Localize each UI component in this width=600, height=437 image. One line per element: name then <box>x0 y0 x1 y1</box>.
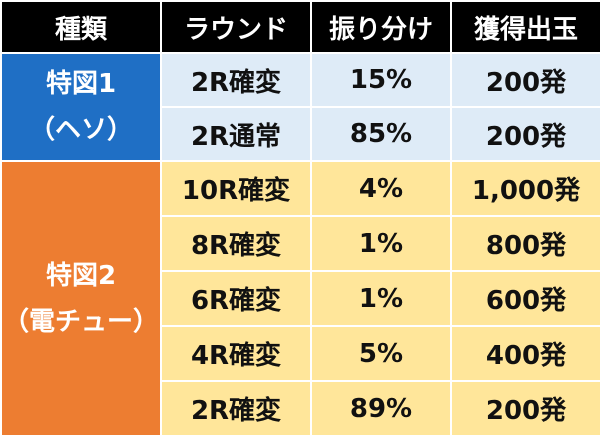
header-type: 種類 <box>0 0 162 54</box>
round-cell: 6R確変 <box>160 270 312 327</box>
distribution-cell: 15% <box>310 52 452 108</box>
header-payout: 獲得出玉 <box>450 0 600 54</box>
distribution-cell: 85% <box>310 106 452 162</box>
category-sublabel: （ヘソ） <box>28 115 133 145</box>
table-row: 特図1 （ヘソ） 2R確変 15% 200発 <box>0 52 600 162</box>
payout-cell: 200発 <box>450 380 600 437</box>
category-tokuzu2: 特図2 （電チュー） <box>0 160 162 437</box>
payout-cell: 1,000発 <box>450 160 600 217</box>
payout-cell: 600発 <box>450 270 600 327</box>
round-cell: 4R確変 <box>160 325 312 382</box>
table-row: 8R確変 1% 800発 <box>1 215 600 272</box>
table-row: 特図2 （電チュー） 10R確変 4% 1,000発 <box>0 160 600 437</box>
distribution-cell: 5% <box>310 325 452 382</box>
distribution-cell: 1% <box>310 270 452 327</box>
payout-cell: 200発 <box>450 106 600 162</box>
table-row: 4R確変 5% 400発 <box>1 325 600 382</box>
round-cell: 2R通常 <box>160 106 312 162</box>
payout-cell: 400発 <box>450 325 600 382</box>
payout-cell: 200発 <box>450 52 600 108</box>
header-distribution: 振り分け <box>310 0 452 54</box>
category-label: 特図1 <box>45 69 117 99</box>
distribution-cell: 4% <box>310 160 452 217</box>
category-label: 特図2 <box>45 260 117 291</box>
round-cell: 8R確変 <box>160 215 312 272</box>
header-row: 種類 ラウンド 振り分け 獲得出玉 <box>0 0 600 54</box>
table-row: 2R通常 85% 200発 <box>1 106 600 162</box>
round-cell: 10R確変 <box>160 160 312 217</box>
payout-cell: 800発 <box>450 215 600 272</box>
round-cell: 2R確変 <box>160 380 312 437</box>
distribution-cell: 89% <box>310 380 452 437</box>
header-round: ラウンド <box>160 0 312 54</box>
distribution-cell: 1% <box>310 215 452 272</box>
category-tokuzu1: 特図1 （ヘソ） <box>0 52 162 162</box>
round-cell: 2R確変 <box>160 52 312 108</box>
category-sublabel: （電チュー） <box>2 306 159 337</box>
table-row: 6R確変 1% 600発 <box>1 270 600 327</box>
